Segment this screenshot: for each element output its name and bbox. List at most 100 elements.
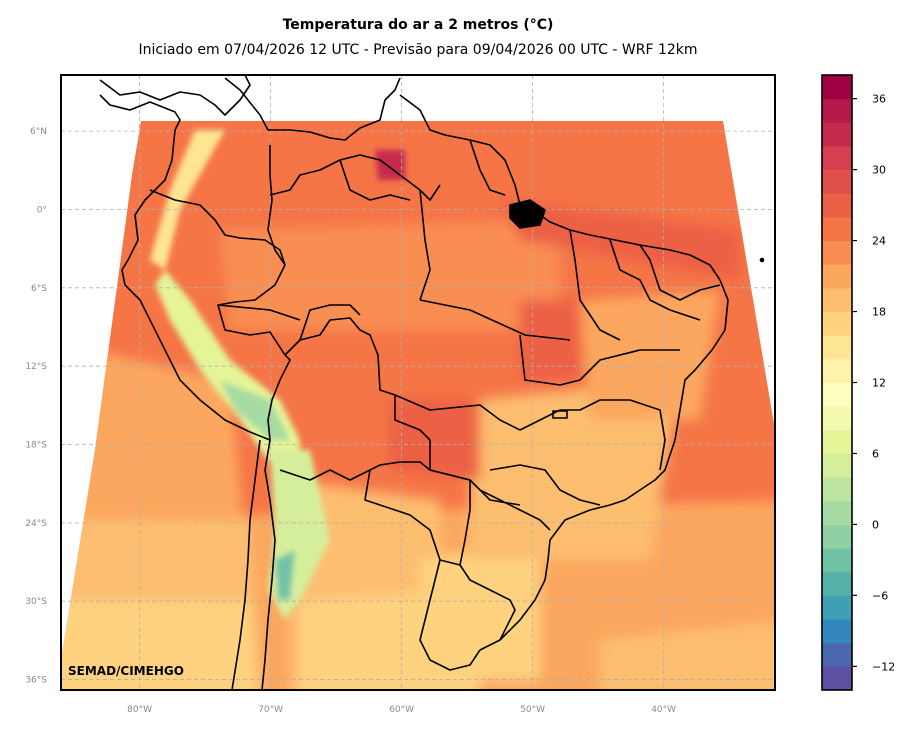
temperature-field xyxy=(61,121,775,690)
colorbar-bin xyxy=(822,524,852,549)
colorbar-bin xyxy=(822,216,852,242)
colorbar-bin xyxy=(822,311,852,336)
field-region-uruguay-rs xyxy=(420,540,540,680)
colorbar-bin xyxy=(822,382,852,407)
latitude-axis: 6°N 0° 6°S 12°S 18°S 24°S 30°S 36°S xyxy=(25,127,47,685)
lat-tick-label: 6°N xyxy=(30,127,47,137)
colorbar-bin xyxy=(822,453,852,478)
field-region-northeast xyxy=(580,290,720,420)
lat-tick-label: 24°S xyxy=(25,519,47,529)
border-brazil-bolivia xyxy=(284,317,431,441)
colorbar-bin xyxy=(822,477,852,502)
border-state-rondonia xyxy=(299,304,361,341)
border-colombia-brazil xyxy=(267,145,286,266)
border-chile-coast xyxy=(231,439,261,690)
colorbar-bin xyxy=(822,145,852,171)
border-brazil-paraguay-east xyxy=(429,440,521,506)
field-region-andes-chile-cold xyxy=(275,550,295,600)
field-region-pacific-far-south xyxy=(61,600,260,690)
colorbar-bin xyxy=(822,193,852,218)
lat-tick-label: 18°S xyxy=(25,441,47,451)
lon-tick-label: 70°W xyxy=(258,705,283,715)
chart-subtitle: Iniciado em 07/04/2026 12 UTC - Previsão… xyxy=(138,42,698,58)
border-state-amazonas-para xyxy=(419,189,431,301)
lon-tick-label: 80°W xyxy=(127,705,152,715)
border-state-para-mt xyxy=(419,299,571,341)
colorbar-bin xyxy=(822,240,852,265)
colorbar-tick-label: 36 xyxy=(872,93,886,106)
longitude-axis: 80°W 70°W 60°W 50°W 40°W xyxy=(127,705,676,715)
field-region-atlantic-far-south xyxy=(600,620,775,690)
lat-tick-label: 30°S xyxy=(25,597,47,607)
colorbar-bin xyxy=(822,358,852,383)
lat-tick-label: 0° xyxy=(37,205,47,215)
colorbar-tick-label: −6 xyxy=(872,589,888,602)
border-argentina-uruguay xyxy=(419,559,481,671)
colorbar-tick-label: 12 xyxy=(872,377,886,390)
field-region-amazon-central xyxy=(220,220,560,330)
colorbar-bin xyxy=(822,429,852,454)
colorbar-bin xyxy=(822,98,852,123)
border-chile-argentina xyxy=(261,439,276,690)
field-region-andes-north xyxy=(150,130,225,270)
colorbar-tick-label: 6 xyxy=(872,447,879,460)
colorbar-bin xyxy=(822,122,852,147)
colorbar-bin xyxy=(822,666,852,691)
lon-tick-label: 50°W xyxy=(520,705,545,715)
colorbar-bin xyxy=(822,264,852,289)
chart-title: Temperatura do ar a 2 metros (°C) xyxy=(282,17,554,33)
colorbar-tick-label: −12 xyxy=(872,660,895,673)
field-region-north-coast xyxy=(500,200,740,280)
colorbar-bin xyxy=(822,571,852,596)
colorbar-bin xyxy=(822,500,852,525)
border-state-sp xyxy=(489,464,601,506)
borders xyxy=(99,75,765,690)
border-colombia-pacific xyxy=(121,129,176,286)
border-state-amapa xyxy=(469,139,506,196)
lat-tick-label: 36°S xyxy=(25,676,47,686)
border-state-go-ba xyxy=(519,334,680,386)
field-region-centerwest-hot xyxy=(390,400,480,480)
colorbar-bin xyxy=(822,287,852,313)
colorbar-bin xyxy=(822,406,852,431)
border-state-ne-1 xyxy=(569,229,621,341)
colorbar-tick-label: 0 xyxy=(872,518,879,531)
colorbar-bin xyxy=(822,595,852,620)
border-colombia-ecuador xyxy=(149,189,286,266)
marajo-island xyxy=(509,199,546,229)
border-brazil-south-coast xyxy=(499,499,626,641)
lat-tick-label: 6°S xyxy=(31,284,47,294)
credit-label: SEMAD/CIMEHGO xyxy=(68,664,184,678)
border-state-roraima xyxy=(339,159,411,201)
map-frame xyxy=(60,74,776,691)
colorbar-tick-label: 24 xyxy=(872,235,886,248)
colorbar-tick-label: 18 xyxy=(872,306,886,319)
island-dot xyxy=(759,257,765,263)
border-state-ne-2 xyxy=(609,239,701,321)
field-region-southeast xyxy=(470,380,680,560)
lon-tick-label: 60°W xyxy=(389,705,414,715)
border-state-mg xyxy=(519,399,666,471)
colorbar-bin xyxy=(822,619,852,644)
colorbar-bin xyxy=(822,335,852,360)
border-panama xyxy=(99,94,181,131)
colorbar-bin xyxy=(822,169,852,194)
border-venezuela-brazil xyxy=(269,154,441,201)
field-region-tocantins-hot xyxy=(520,300,580,380)
colorbar-bin xyxy=(822,75,852,100)
border-bolivia-peru-chile xyxy=(267,354,291,441)
border-state-acre xyxy=(217,304,301,321)
border-peru-coast xyxy=(124,284,271,441)
colorbar-bin xyxy=(822,548,852,573)
colorbar-bin xyxy=(822,642,852,667)
border-state-ne-3 xyxy=(639,244,721,301)
border-state-mt-ms xyxy=(394,394,521,431)
lon-tick-label: 40°W xyxy=(651,705,676,715)
border-state-pr-sc xyxy=(479,489,551,531)
border-colombia-venezuela-coast xyxy=(224,77,401,141)
colorbar-tick-label: 30 xyxy=(872,164,886,177)
lat-tick-label: 12°S xyxy=(25,362,47,372)
colorbar: 36 30 24 18 12 6 0 −6 −12 xyxy=(821,74,895,691)
field-region-andes-altiplano xyxy=(220,380,290,440)
